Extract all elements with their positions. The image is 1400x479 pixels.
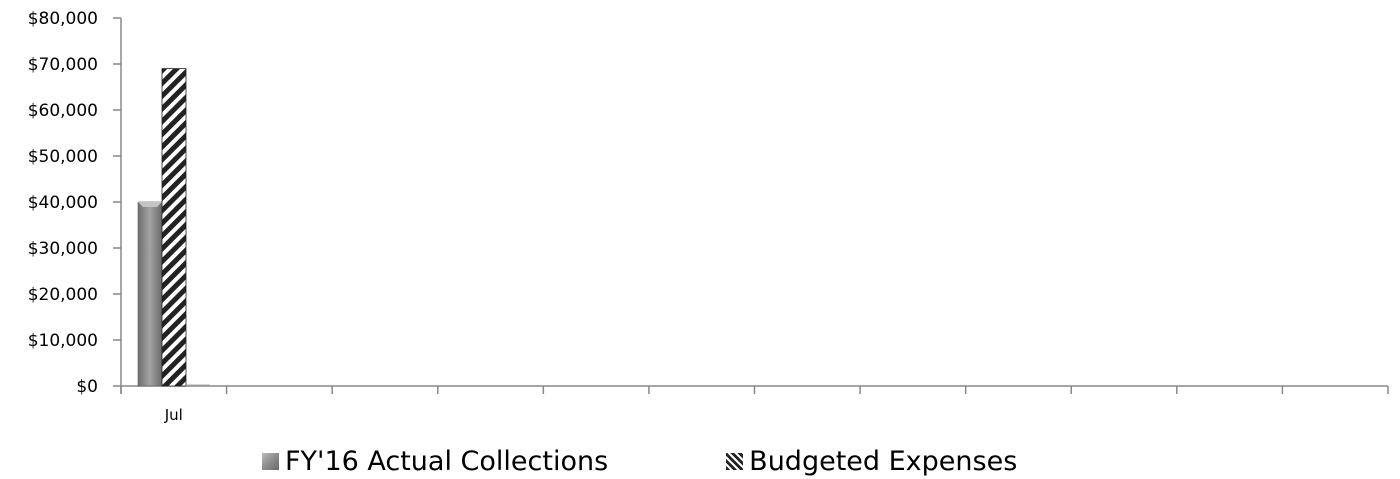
x-tick-label: Jul <box>164 406 183 424</box>
y-tick-label: $10,000 <box>28 331 98 351</box>
legend-swatch-actual <box>262 453 279 470</box>
legend-label-actual: FY'16 Actual Collections <box>285 446 609 477</box>
y-tick-label: $40,000 <box>28 193 98 213</box>
y-tick-label: $0 <box>76 377 98 397</box>
y-tick-label: $30,000 <box>28 239 98 259</box>
bar-extra <box>186 384 210 386</box>
axes <box>120 18 1388 394</box>
legend-item-actual: FY'16 Actual Collections <box>262 446 608 477</box>
legend-swatch-budgeted <box>726 453 744 470</box>
y-tick-labels: $0 $10,000 $20,000 $30,000 $40,000 $50,000 $60… <box>28 9 121 397</box>
legend-label-budgeted: Budgeted Expenses <box>749 446 1018 477</box>
y-tick-label: $70,000 <box>28 55 98 75</box>
bars <box>137 68 210 387</box>
y-tick-label: $60,000 <box>28 101 98 121</box>
legend-item-budgeted: Budgeted Expenses <box>726 446 1017 477</box>
y-tick-label: $20,000 <box>28 285 98 305</box>
legend: FY'16 Actual Collections Budgeted Expens… <box>262 446 1135 477</box>
x-tick-labels: Jul <box>120 386 1389 424</box>
bar-bevel-top <box>138 202 162 207</box>
bar-budgeted <box>161 68 187 387</box>
bar-actual <box>137 201 163 387</box>
y-tick-label: $50,000 <box>28 147 98 167</box>
y-tick-label: $80,000 <box>28 9 98 29</box>
